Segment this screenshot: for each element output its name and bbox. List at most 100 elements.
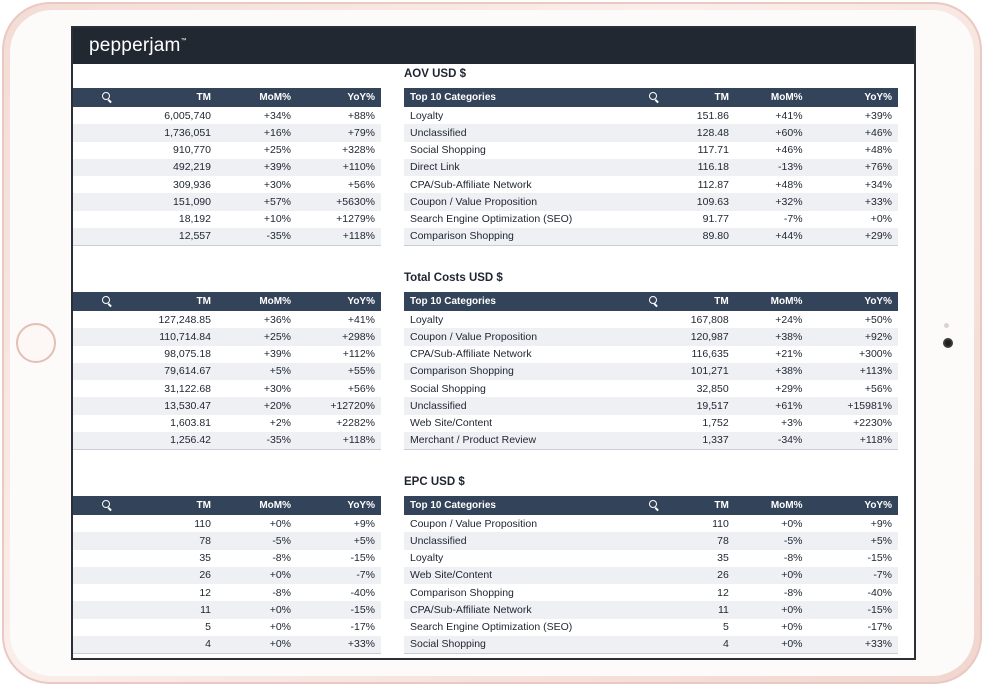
search-icon[interactable]	[649, 92, 659, 102]
search-icon[interactable]	[102, 92, 112, 102]
column-header-mom-pct[interactable]: MoM%	[770, 296, 803, 307]
category-name[interactable]: Loyalty	[410, 552, 444, 565]
table-row[interactable]: 78 -5% +5%	[73, 532, 381, 550]
category-row[interactable]: Search Engine Optimization (SEO) 5 +0% -17%	[404, 619, 898, 636]
table-row[interactable]: 79,614.67 +5% +55%	[73, 362, 381, 380]
category-name[interactable]: Social Shopping	[410, 382, 486, 395]
column-header-yoy-pct[interactable]: YoY%	[347, 296, 375, 307]
table-row[interactable]: 98,075.18 +39% +112%	[73, 346, 381, 363]
search-icon[interactable]	[648, 296, 659, 306]
search-header-cell[interactable]	[643, 88, 665, 107]
category-name[interactable]: CPA/Sub-Affiliate Network	[410, 178, 532, 191]
column-header-yoy-pct[interactable]: YoY%	[864, 296, 892, 307]
table-row[interactable]: 110,714.84 +25% +298%	[73, 328, 381, 346]
category-name[interactable]: Search Engine Optimization (SEO)	[410, 213, 573, 226]
table-row[interactable]: 18,192 +10% +1279%	[73, 211, 381, 228]
category-name[interactable]: Unclassified	[404, 397, 643, 415]
category-name[interactable]: CPA/Sub-Affiliate Network	[404, 601, 644, 619]
category-name[interactable]: Social Shopping	[410, 144, 486, 157]
category-name[interactable]: Coupon / Value Proposition	[410, 517, 538, 530]
table-row[interactable]: 309,936 +30% +56%	[73, 176, 381, 193]
table-row[interactable]: 6,005,740 +34% +88%	[73, 107, 381, 124]
table-row[interactable]: 11 +0% -15%	[73, 601, 381, 619]
column-header-tm[interactable]: TM	[714, 92, 729, 103]
category-row[interactable]: Loyalty 167,808 +24% +50%	[404, 311, 898, 328]
column-header-yoy-pct[interactable]: YoY%	[864, 92, 892, 103]
category-row[interactable]: Loyalty 151.86 +41% +39%	[404, 107, 898, 124]
category-row[interactable]: Comparison Shopping 12 -8% -40%	[404, 584, 898, 601]
category-name[interactable]: Coupon / Value Proposition	[404, 328, 643, 346]
column-header-mom-pct[interactable]: MoM%	[770, 92, 803, 103]
search-header-cell[interactable]	[643, 496, 665, 515]
category-row[interactable]: Direct Link 116.18 -13% +76%	[404, 158, 898, 176]
category-row[interactable]: Coupon / Value Proposition 109.63 +32% +33%	[404, 193, 898, 211]
table-row[interactable]: 1,603.81 +2% +2282%	[73, 415, 381, 432]
category-name[interactable]: Unclassified	[404, 532, 644, 550]
category-name[interactable]: CPA/Sub-Affiliate Network	[410, 348, 532, 361]
table-row[interactable]: 110 +0% +9%	[73, 515, 381, 532]
column-header-yoy-pct[interactable]: YoY%	[864, 500, 892, 511]
column-header-mom-pct[interactable]: MoM%	[770, 500, 803, 511]
category-name[interactable]: Comparison Shopping	[404, 362, 643, 380]
category-row[interactable]: Web Site/Content 26 +0% -7%	[404, 566, 898, 584]
table-row[interactable]: 5 +0% -17%	[73, 619, 381, 636]
column-header-yoy-pct[interactable]: YoY%	[347, 92, 375, 103]
category-name[interactable]: Social Shopping	[404, 635, 644, 654]
search-icon[interactable]	[649, 500, 659, 510]
category-row[interactable]: Unclassified 78 -5% +5%	[404, 532, 898, 550]
category-row[interactable]: Loyalty 35 -8% -15%	[404, 550, 898, 567]
search-header-cell[interactable]	[73, 292, 141, 311]
column-header-tm[interactable]: TM	[196, 92, 211, 103]
search-icon[interactable]	[102, 296, 112, 306]
category-row[interactable]: Social Shopping 4 +0% +33%	[404, 635, 898, 654]
category-row[interactable]: CPA/Sub-Affiliate Network 112.87 +48% +34%	[404, 176, 898, 193]
category-row[interactable]: Social Shopping 117.71 +46% +48%	[404, 142, 898, 159]
category-row[interactable]: Merchant / Product Review 1,337 -34% +118%	[404, 431, 898, 450]
table-row[interactable]: 151,090 +57% +5630%	[73, 193, 381, 211]
category-name[interactable]: Web Site/Content	[404, 566, 644, 584]
column-header-yoy-pct[interactable]: YoY%	[347, 500, 375, 511]
search-header-cell[interactable]	[73, 496, 141, 515]
table-row[interactable]: 4 +0% +33%	[73, 635, 381, 654]
table-row[interactable]: 492,219 +39% +110%	[73, 158, 381, 176]
table-row[interactable]: 13,530.47 +20% +12720%	[73, 397, 381, 415]
pepperjam-logo[interactable]: pepperjam™	[89, 35, 187, 56]
column-header-mom-pct[interactable]: MoM%	[259, 92, 291, 103]
table-row[interactable]: 12 -8% -40%	[73, 584, 381, 601]
column-header-tm[interactable]: TM	[714, 296, 729, 307]
table-row[interactable]: 26 +0% -7%	[73, 566, 381, 584]
table-row[interactable]: 1,256.42 -35% +118%	[73, 431, 381, 450]
category-row[interactable]: Unclassified 19,517 +61% +15981%	[404, 397, 898, 415]
search-header-cell[interactable]	[73, 88, 141, 107]
category-row[interactable]: Comparison Shopping 89.80 +44% +29%	[404, 227, 898, 246]
category-row[interactable]: Coupon / Value Proposition 110 +0% +9%	[404, 515, 898, 532]
column-header-mom-pct[interactable]: MoM%	[259, 500, 291, 511]
category-name[interactable]: Web Site/Content	[410, 417, 493, 430]
category-name[interactable]: Loyalty	[410, 313, 444, 326]
category-row[interactable]: CPA/Sub-Affiliate Network 116,635 +21% +300…	[404, 346, 898, 363]
column-header-tm[interactable]: TM	[196, 500, 211, 511]
column-header-mom-pct[interactable]: MoM%	[259, 296, 291, 307]
column-header-tm[interactable]: TM	[714, 500, 729, 511]
table-row[interactable]: 127,248.85 +36% +41%	[73, 311, 381, 328]
category-row[interactable]: Search Engine Optimization (SEO) 91.77 -7%…	[404, 211, 898, 228]
category-row[interactable]: Unclassified 128.48 +60% +46%	[404, 124, 898, 142]
column-header-top-categories[interactable]: Top 10 Categories	[404, 292, 643, 311]
table-row[interactable]: 12,557 -35% +118%	[73, 227, 381, 246]
search-icon[interactable]	[102, 500, 112, 510]
table-row[interactable]: 1,736,051 +16% +79%	[73, 124, 381, 142]
column-header-top-categories[interactable]: Top 10 Categories	[404, 88, 643, 107]
home-button[interactable]	[16, 323, 56, 363]
category-name[interactable]: Coupon / Value Proposition	[404, 193, 644, 211]
category-row[interactable]: Social Shopping 32,850 +29% +56%	[404, 380, 898, 397]
category-name[interactable]: Search Engine Optimization (SEO)	[410, 621, 573, 634]
column-header-tm[interactable]: TM	[196, 296, 211, 307]
category-name[interactable]: Unclassified	[404, 124, 644, 142]
category-name[interactable]: Comparison Shopping	[410, 586, 514, 599]
category-name[interactable]: Direct Link	[404, 158, 644, 176]
category-row[interactable]: CPA/Sub-Affiliate Network 11 +0% -15%	[404, 601, 898, 619]
category-name[interactable]: Merchant / Product Review	[404, 431, 643, 450]
category-name[interactable]: Loyalty	[410, 109, 444, 122]
table-row[interactable]: 35 -8% -15%	[73, 550, 381, 567]
search-header-cell[interactable]	[643, 292, 665, 311]
